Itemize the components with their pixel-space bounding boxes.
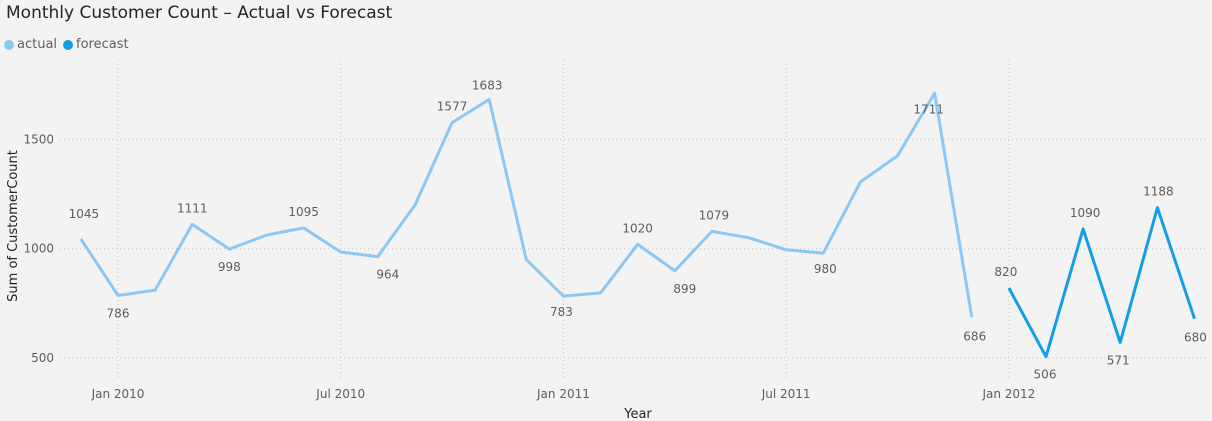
legend-item-actual[interactable]: actual (4, 37, 57, 52)
data-label-actual: 783 (550, 305, 573, 319)
data-label-actual: 1683 (472, 78, 503, 92)
x-tick-label: Jul 2011 (761, 387, 811, 401)
y-axis-title: Sum of CustomerCount (6, 150, 21, 302)
series-line-forecast[interactable] (1007, 206, 1196, 359)
data-label-forecast: 820 (994, 265, 1017, 279)
y-tick-label: 1500 (23, 132, 54, 146)
chart-legend: actual forecast (4, 37, 135, 52)
data-labels: 1045 786 1111 998 1095 964 1577 1683 783 1020 899 1… (69, 78, 1207, 381)
x-tick-label: Jul 2010 (315, 387, 365, 401)
series-line-actual[interactable] (79, 91, 974, 318)
data-label-actual: 964 (376, 268, 399, 282)
data-label-actual: 1577 (437, 100, 468, 114)
legend-item-forecast[interactable]: forecast (63, 37, 129, 52)
x-tick-label: Jan 2011 (536, 387, 590, 401)
data-label-actual: 1111 (177, 201, 208, 215)
data-label-forecast: 680 (1184, 331, 1207, 345)
legend-label-forecast: forecast (76, 37, 129, 52)
data-label-actual: 686 (963, 329, 986, 343)
series-lines (79, 91, 1196, 359)
data-label-actual: 1095 (288, 205, 319, 219)
data-label-actual: 998 (218, 260, 241, 274)
data-label-actual: 1020 (622, 221, 653, 235)
axes: 500 1000 1500 Jan 2010 Jul 2010 Jan 2011 Jul 2… (23, 132, 1035, 401)
chart-title: Monthly Customer Count – Actual vs Forec… (6, 3, 393, 23)
data-label-forecast: 1090 (1070, 206, 1101, 220)
x-tick-label: Jan 2012 (981, 387, 1035, 401)
x-axis-title: Year (623, 407, 652, 421)
legend-marker-actual (4, 39, 14, 50)
legend-label-actual: actual (17, 37, 58, 52)
data-label-actual: 1079 (699, 208, 730, 222)
y-tick-label: 1000 (23, 242, 54, 256)
x-tick-label: Jan 2010 (91, 387, 145, 401)
data-label-forecast: 506 (1034, 368, 1057, 382)
data-label-actual: 786 (107, 306, 130, 320)
data-label-actual: 980 (814, 262, 837, 276)
data-label-actual: 1045 (69, 207, 100, 221)
data-label-actual: 899 (673, 282, 696, 296)
data-label-actual: 1711 (913, 102, 944, 116)
y-tick-label: 500 (31, 351, 54, 365)
data-label-forecast: 571 (1107, 353, 1130, 367)
legend-marker-forecast (63, 39, 74, 50)
data-label-forecast: 1188 (1143, 185, 1174, 199)
